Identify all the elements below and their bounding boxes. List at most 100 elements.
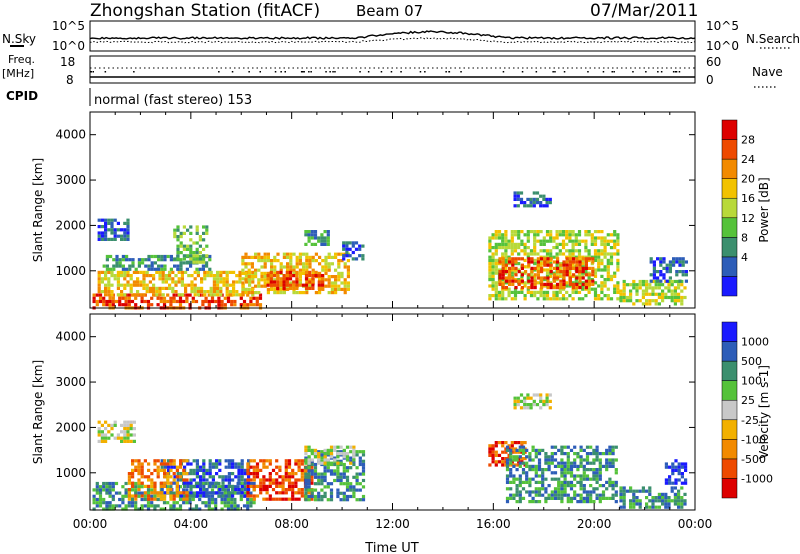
echo-cell xyxy=(661,499,665,503)
echo-cell xyxy=(665,266,669,270)
echo-cell xyxy=(104,436,108,440)
echo-cell xyxy=(512,493,516,497)
echo-cell xyxy=(664,478,668,482)
echo-cell xyxy=(218,462,222,466)
echo-cell xyxy=(608,480,612,484)
echo-cell xyxy=(288,277,293,281)
echo-cell xyxy=(146,303,151,307)
echo-cell xyxy=(581,270,585,274)
echo-cell xyxy=(192,258,196,262)
echo-cell xyxy=(155,270,159,274)
echo-cell xyxy=(349,459,353,463)
y-tick-label: 4000 xyxy=(55,330,86,344)
echo-cell xyxy=(313,469,318,473)
y-tick-label: 4000 xyxy=(55,128,86,142)
echo-cell xyxy=(247,481,251,485)
echo-cell xyxy=(284,497,288,501)
echo-cell xyxy=(566,468,570,472)
echo-cell xyxy=(544,455,548,459)
echo-cell xyxy=(346,281,350,285)
echo-cell xyxy=(571,249,575,253)
echo-cell xyxy=(291,488,295,492)
echo-cell xyxy=(575,282,579,286)
echo-cell xyxy=(236,504,240,508)
echo-cell xyxy=(659,273,663,277)
echo-cell xyxy=(206,270,210,274)
echo-cell xyxy=(494,281,498,285)
echo-cell xyxy=(654,302,658,306)
echo-cell xyxy=(320,277,325,281)
echo-cell xyxy=(677,496,681,500)
echo-cell xyxy=(529,201,533,205)
echo-cell xyxy=(507,290,511,294)
echo-cell xyxy=(320,286,325,290)
echo-cell xyxy=(533,233,537,237)
echo-cell xyxy=(235,290,239,294)
echo-cell xyxy=(161,293,165,297)
echo-cell xyxy=(536,276,540,280)
echo-cell xyxy=(668,276,672,280)
echo-cell xyxy=(188,303,192,307)
echo-cell xyxy=(287,465,292,469)
echo-cell xyxy=(521,487,526,491)
echo-cell xyxy=(150,296,154,300)
echo-cell xyxy=(126,231,130,235)
echo-cell xyxy=(513,406,517,410)
echo-cell xyxy=(137,494,141,498)
echo-cell xyxy=(123,270,127,274)
echo-cell xyxy=(531,477,535,481)
echo-cell xyxy=(179,251,183,255)
echo-cell xyxy=(302,252,306,256)
echo-cell xyxy=(279,280,283,284)
echo-cell xyxy=(232,290,236,294)
echo-cell xyxy=(491,287,495,291)
echo-cell xyxy=(598,461,602,465)
echo-cell xyxy=(510,230,514,234)
echo-cell xyxy=(242,303,247,307)
echo-cell xyxy=(159,299,163,304)
echo-cell xyxy=(152,286,156,290)
echo-cell xyxy=(598,452,602,456)
echo-cell xyxy=(641,283,645,287)
echo-cell xyxy=(536,233,540,237)
colorbar-segment xyxy=(721,419,738,440)
echo-cell xyxy=(504,239,508,243)
echo-cell xyxy=(597,268,601,272)
echo-cell xyxy=(219,274,223,278)
echo-cell xyxy=(510,297,514,301)
echo-cell xyxy=(137,472,141,476)
echo-cell xyxy=(494,262,498,266)
echo-cell xyxy=(342,241,346,245)
echo-cell xyxy=(678,270,682,274)
echo-cell xyxy=(529,230,534,234)
echo-cell xyxy=(531,468,535,472)
echo-cell xyxy=(231,472,235,476)
echo-cell xyxy=(320,274,325,278)
echo-cell xyxy=(171,286,175,290)
colorbar-tick-label: 24 xyxy=(741,153,755,166)
echo-cell xyxy=(188,293,192,297)
echo-cell xyxy=(553,493,558,497)
echo-cell xyxy=(112,258,116,262)
echo-cell xyxy=(281,478,285,482)
echo-cell xyxy=(175,293,179,297)
echo-cell xyxy=(196,290,200,294)
echo-cell xyxy=(97,290,101,294)
echo-cell xyxy=(180,283,184,287)
echo-cell xyxy=(616,262,620,266)
echo-cell xyxy=(680,502,684,506)
echo-cell xyxy=(126,280,130,284)
echo-cell xyxy=(571,252,575,256)
echo-cell xyxy=(648,492,652,496)
nave-dot xyxy=(445,71,447,73)
echo-cell xyxy=(179,264,183,268)
echo-cell xyxy=(271,488,276,492)
echo-cell xyxy=(629,299,633,303)
echo-cell xyxy=(200,290,204,294)
echo-cell xyxy=(318,262,322,266)
echo-cell xyxy=(582,496,586,500)
echo-cell xyxy=(613,230,617,234)
echo-cell xyxy=(247,262,251,266)
echo-cell xyxy=(342,247,346,251)
echo-cell xyxy=(268,472,272,476)
